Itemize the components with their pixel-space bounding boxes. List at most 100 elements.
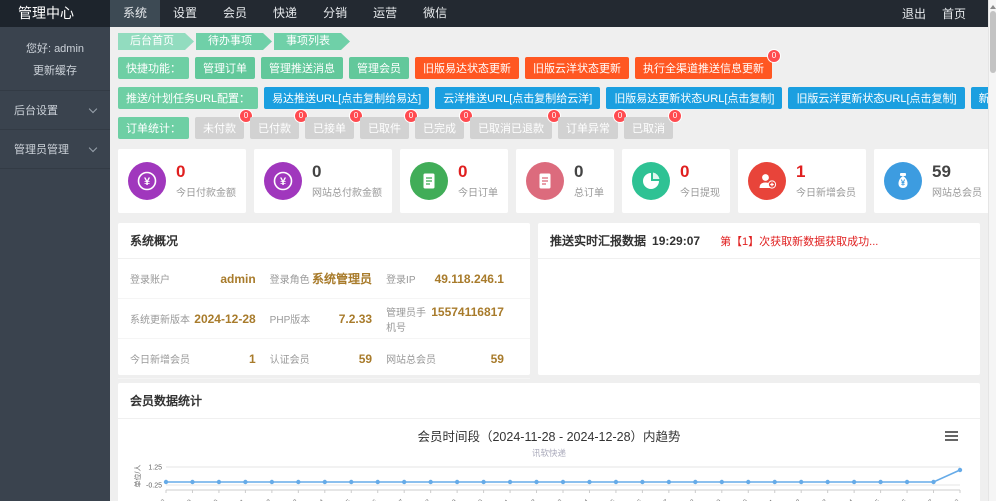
sidebar: 您好: admin 更新缓存 后台设置管理员管理 [0,27,110,501]
row-label: 快捷功能： [118,57,189,79]
svg-text:单位/人: 单位/人 [133,465,142,488]
overview-label: 今日新增会员 [130,355,190,366]
nav-item[interactable]: 会员 [223,6,248,20]
toolbar-button[interactable]: 管理会员 [349,57,409,79]
nav-item[interactable]: 快递 [273,6,298,20]
breadcrumb-tab[interactable]: 事项列表 [274,33,350,50]
stat-card-body: 0 今日付款金额 [176,161,236,200]
toolbar-row: 订单统计： 未付款 0 已付款 0 已接单 0 已取件 0 已完成 0 已取消已退款 0 订单异常 0 已取消… [118,109,980,139]
document-icon [526,162,564,200]
money-bag-icon: ¥ [884,162,922,200]
top-link[interactable]: 首页 [941,7,966,21]
toolbar-button[interactable]: 旧版云洋状态更新 [525,57,629,79]
overview-cell: PHP版本 7.2.33 [270,311,386,326]
topbar: 管理中心 系统 设置 会员 快递 分销 运营 微信 退出 首页 [0,0,996,27]
stat-cards: ¥0 今日付款金额 ¥0 网站总付款金额 0 今日订单 0 总订单 0 今日提现 1 今日新增会员 ¥5… [118,149,992,213]
breadcrumb-tab[interactable]: 待办事项 [196,33,272,50]
toolbar-row: 推送/计划任务URL配置： 易达推送URL[点击复制给易达] 云洋推送URL[点击复… [118,87,996,109]
row-label: 订单统计： [118,117,189,139]
overview-value: 15574116817 [431,304,504,319]
scroll-up-icon[interactable] [989,5,996,9]
toolbar-button[interactable]: 云洋推送URL[点击复制给云洋] [435,87,601,109]
stat-card-body: 59 网站总会员 [932,161,982,199]
stat-label: 今日付款金额 [176,188,236,200]
toolbar-button[interactable]: 管理推送消息 [261,57,343,79]
overview-row: 系统更新版本 2024-12-28 PHP版本 7.2.33 管理员手机号 1557411… [118,299,530,339]
sidebar-item[interactable]: 后台设置 [0,91,110,130]
yen-circle-icon: ¥ [264,162,302,200]
stat-card: 0 今日订单 [400,149,508,213]
toolbar-button[interactable]: 执行全渠道推送信息更新 0 [635,49,781,79]
stat-card: 1 今日新增会员 [738,149,866,213]
stat-label: 今日新增会员 [796,188,856,200]
overview-value: admin [220,272,256,286]
toolbar-button[interactable]: 订单异常 0 [558,109,627,139]
svg-text:¥: ¥ [144,176,151,188]
overview-cell: 管理员手机号 15574116817 [386,304,518,334]
toolbar-button[interactable]: 旧版云洋更新状态URL[点击复制] [788,87,965,109]
app-logo: 管理中心 [0,0,110,27]
badge: 0 [239,109,253,123]
user-greeting: 您好: admin [25,43,85,55]
refresh-cache-link[interactable]: 更新缓存 [0,59,110,91]
nav-item[interactable]: 分销 [323,6,348,20]
breadcrumb-tab[interactable]: 后台首页 [118,33,194,50]
sidebar-item-label: 后台设置 [14,105,58,117]
topbar-nav: 系统 设置 会员 快递 分销 运营 微信 [110,0,460,27]
nav-item[interactable]: 设置 [173,6,198,20]
top-link[interactable]: 退出 [901,7,926,21]
toolbar-button[interactable]: 已完成 0 [415,109,473,139]
stat-label: 网站总付款金额 [312,188,382,200]
toolbar-button[interactable]: 旧版易达更新状态URL[点击复制] [606,87,783,109]
nav-item[interactable]: 系统 [110,0,161,27]
overview-title: 系统概况 [118,223,530,259]
scrollbar-thumb[interactable] [989,11,996,73]
stat-card-body: 1 今日新增会员 [796,162,856,200]
toolbar-button[interactable]: 已接单 0 [305,109,363,139]
chart-menu-icon[interactable] [945,429,958,443]
overview-label: 系统更新版本 [130,315,190,326]
stat-card: 0 总订单 [516,149,614,213]
nav-item[interactable]: 微信 [423,6,448,20]
document-icon [410,162,448,200]
overview-value: 7.2.33 [338,312,373,326]
overview-label: 登录IP [386,275,416,286]
toolbar-button[interactable]: 旧版易达状态更新 [415,57,519,79]
toolbar-button[interactable]: 未付款 0 [195,109,253,139]
svg-text:-0.25: -0.25 [146,483,162,490]
badge: 0 [459,109,473,123]
badge: 0 [613,109,627,123]
chevron-down-icon [88,143,98,152]
sidebar-item[interactable]: 管理员管理 [0,130,110,169]
toolbar-button[interactable]: 已取消 0 [624,109,682,139]
stat-card: ¥0 网站总付款金额 [254,149,392,213]
nav-item[interactable]: 运营 [373,6,398,20]
overview-row: 今日新增会员 1 认证会员 59 网站总会员 59 [118,339,530,379]
member-trend-chart: 1.25-0.2511/2811/2911/3012/0112/0212/031… [133,465,963,501]
chart-title: 会员时间段（2024-11-28 - 2024-12-28）内趋势 [417,430,681,444]
stat-value: 0 [176,161,186,181]
stat-value: 59 [932,161,951,181]
overview-cell: 今日新增会员 1 [130,351,270,366]
toolbar-button[interactable]: 已付款 0 [250,109,308,139]
push-report-panel: 推送实时汇报数据 19:29:07 第【1】次获取新数据获取成功... [538,223,980,375]
overview-label: 管理员手机号 [386,307,427,334]
svg-text:1.25: 1.25 [148,465,162,472]
stat-label: 今日订单 [458,188,498,200]
stat-label: 今日提现 [680,188,720,200]
toolbar-button[interactable]: 易达推送URL[点击复制给易达] [264,87,430,109]
toolbar-button[interactable]: 已取件 0 [360,109,418,139]
overview-value: 2024-12-28 [194,312,256,326]
row-label: 推送/计划任务URL配置： [118,87,259,109]
toolbar-row: 快捷功能： 管理订单 管理推送消息 管理会员 旧版易达状态更新 旧版云洋状态更新 执行全渠道… [118,49,980,79]
user-add-icon [748,162,786,200]
chart-area: 会员时间段（2024-11-28 - 2024-12-28）内趋势 讯软快递 1… [118,419,980,501]
badge: 0 [294,109,308,123]
overview-cell: 登录账户 admin [130,271,270,286]
member-stats-title: 会员数据统计 [118,383,980,419]
toolbar-button[interactable]: 管理订单 [195,57,255,79]
scrollbar[interactable] [988,0,996,501]
stat-card-body: 0 今日提现 [680,162,720,200]
breadcrumb: 后台首页 待办事项 事项列表 [118,33,980,50]
toolbar-button[interactable]: 已取消已退款 0 [470,109,561,139]
